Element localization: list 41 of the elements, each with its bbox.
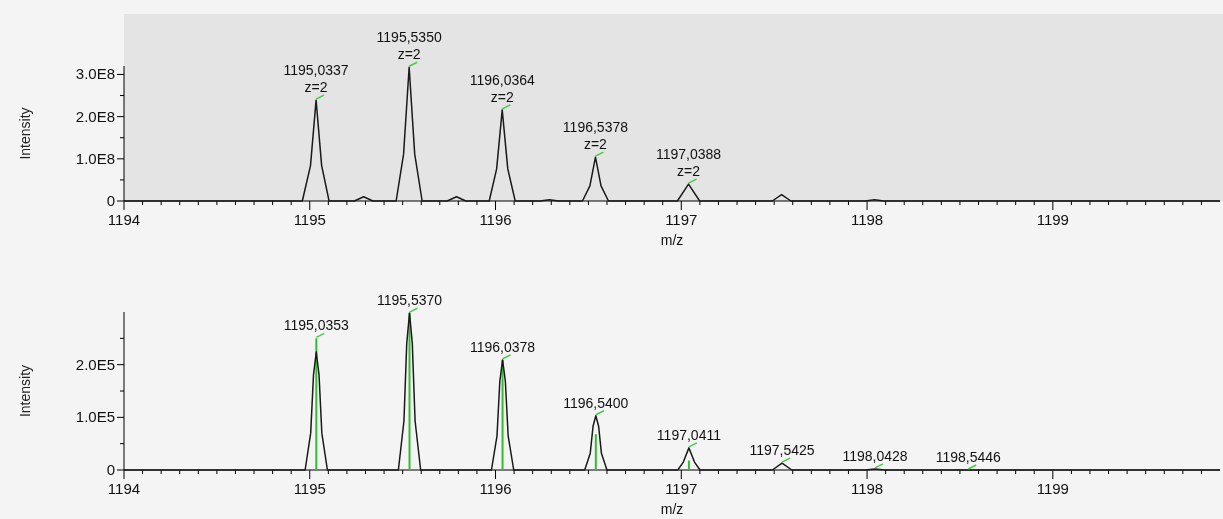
y-axis-title: Intensity [17,107,33,160]
y-tick-label: 1.0E8 [75,149,115,167]
x-tick-label: 1196 [479,480,512,497]
x-tick-label: 1195 [293,211,326,228]
annotation: 1197,0411 [656,426,722,443]
y-tick-label: 0 [106,461,115,478]
annotation: 1195,5370 [376,292,443,309]
bar [408,313,411,470]
annotation: 1196,5378 z=2 [562,119,629,153]
annotation: 1195,5350 z=2 [376,29,442,63]
annotation: 1198,5446 [935,449,1001,465]
annotation: 1196,0378 [469,338,536,355]
annotation: 1198,0428 [842,447,908,464]
x-tick-label: 1198 [850,211,884,228]
annotation: 1195,0337 z=2 [283,62,349,96]
bar [594,434,597,470]
y-axis-title: Intensity [17,364,33,418]
x-tick-label: 1199 [1036,480,1069,497]
x-tick-label: 1197 [665,480,698,497]
annotation: 1195,0353 [283,317,350,334]
y-tick-label: 3.0E8 [75,65,115,83]
annotation: 1197,0388 z=2 [655,146,722,180]
x-axis-title: m/z [660,232,684,248]
y-tick-label: 1.0E5 [75,408,115,426]
x-tick-label: 1196 [479,211,512,228]
annotation: 1197,5425 [749,442,815,459]
annotation: 1196,0364 z=2 [469,71,536,105]
y-tick-label: 0 [106,192,115,209]
x-tick-label: 1198 [850,480,884,497]
bar [501,359,504,470]
y-tick-label: 2.0E5 [75,355,115,373]
x-tick-label: 1194 [107,211,141,228]
x-axis-title: m/z [660,501,684,517]
bar [687,460,690,470]
annotation: 1196,5400 [563,394,629,411]
x-tick-label: 1199 [1036,211,1069,228]
x-tick-label: 1197 [665,211,698,228]
x-tick-label: 1195 [293,480,326,497]
bar [315,338,318,470]
x-tick-label: 1194 [107,480,141,497]
y-tick-label: 2.0E8 [75,107,115,125]
